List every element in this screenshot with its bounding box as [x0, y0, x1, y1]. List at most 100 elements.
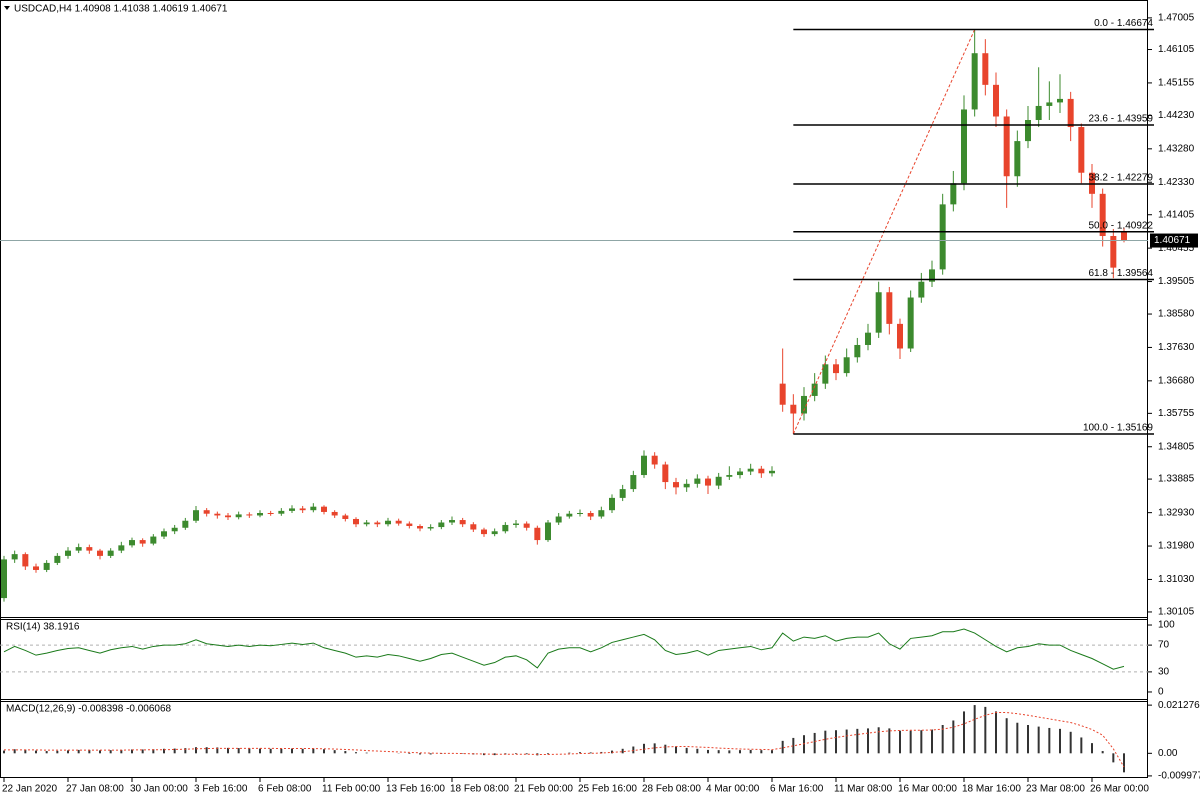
candle-body [726, 475, 733, 477]
y-tick-label: 0.00 [1158, 748, 1178, 759]
candle-body [641, 455, 647, 476]
candle-body [555, 516, 562, 523]
candle-body [395, 520, 402, 524]
candle-body [470, 524, 477, 530]
fibo-label: 38.2 - 1.42279 [1089, 173, 1154, 184]
candle-body [1003, 116, 1010, 177]
x-tick-label: 4 Mar 00:00 [706, 784, 760, 795]
candle-body [363, 522, 370, 525]
menu-arrow [4, 6, 10, 10]
chart-title: USDCAD,H4 1.40908 1.41038 1.40619 1.4067… [14, 4, 228, 15]
candle-body [609, 497, 615, 511]
candle-body [459, 520, 466, 525]
candle-body [523, 523, 530, 528]
y-tick-label: -0.009977 [1158, 771, 1200, 782]
fibo-label: 100.0 - 1.35169 [1083, 423, 1153, 434]
x-tick-label: 3 Feb 16:00 [194, 784, 248, 795]
candle-body [513, 523, 519, 525]
candle-body [1046, 102, 1053, 106]
candle-body [1121, 232, 1127, 241]
y-tick-label: 70 [1158, 640, 1170, 651]
x-tick-label: 16 Mar 00:00 [898, 784, 957, 795]
candle-body [385, 520, 391, 525]
candle-body [971, 53, 978, 110]
candle-body [662, 464, 669, 483]
candle-body [779, 383, 786, 405]
candle-body [534, 527, 541, 541]
candle-body [747, 468, 754, 472]
y-tick-label: 1.32930 [1158, 507, 1195, 518]
candle-body [886, 292, 893, 324]
price-label: 1.40671 [1154, 235, 1191, 246]
candle-body [438, 522, 445, 528]
x-tick-label: 28 Feb 08:00 [642, 784, 701, 795]
candle-body [630, 475, 637, 490]
y-tick-label: 1.41405 [1158, 209, 1195, 220]
candle-body [427, 527, 434, 529]
candle-body [865, 332, 871, 345]
x-tick-label: 6 Mar 16:00 [770, 784, 824, 795]
x-tick-label: 26 Mar 00:00 [1090, 784, 1149, 795]
candle-body [118, 545, 125, 551]
candle-body [769, 470, 775, 474]
candle-body [331, 511, 338, 516]
candle-body [374, 522, 381, 525]
candle-body [171, 527, 178, 532]
y-tick-label: 1.46105 [1158, 44, 1195, 55]
y-tick-label: 1.33885 [1158, 474, 1195, 485]
candle-body [897, 323, 903, 349]
y-tick-label: 1.37630 [1158, 342, 1195, 353]
candle-body [33, 566, 39, 570]
candle-body [545, 522, 551, 541]
candle-body [993, 84, 999, 117]
y-tick-label: 0.021276 [1158, 700, 1200, 711]
x-tick-label: 13 Feb 16:00 [386, 784, 445, 795]
candle-body [1035, 105, 1042, 121]
candle-body [737, 471, 743, 476]
y-tick-label: 100 [1158, 620, 1175, 631]
candle-body [54, 555, 61, 563]
macd-signal [4, 712, 1125, 768]
y-tick-label: 1.36680 [1158, 375, 1195, 386]
candle-body [811, 383, 818, 396]
candle-body [694, 478, 701, 484]
candle-body [406, 523, 413, 527]
candle-body [822, 364, 829, 384]
x-tick-label: 21 Feb 00:00 [514, 784, 573, 795]
candle-body [299, 508, 306, 511]
candle-body [86, 547, 93, 551]
x-tick-label: 23 Mar 08:00 [1026, 784, 1085, 795]
y-tick-label: 1.30105 [1158, 607, 1195, 618]
candle-body [577, 513, 583, 515]
candle-body [715, 476, 722, 486]
candle-body [65, 550, 71, 556]
candle-body [1099, 193, 1106, 237]
price-box [1150, 233, 1198, 248]
x-tick-label: 25 Feb 16:00 [578, 784, 637, 795]
x-tick-label: 18 Feb 08:00 [450, 784, 509, 795]
candle-body [1014, 141, 1021, 177]
candle-body [75, 547, 82, 551]
candle-body [214, 513, 221, 516]
candle-body [801, 395, 807, 414]
candle-body [417, 526, 423, 529]
macd-label: MACD(12,26,9) -0.008398 -0.006068 [6, 704, 172, 715]
y-tick-label: 1.42330 [1158, 177, 1195, 188]
candle-body [97, 550, 103, 556]
candle-body [982, 53, 989, 85]
candle-body [587, 513, 594, 517]
candle-body [790, 404, 797, 414]
y-tick-label: 1.38580 [1158, 309, 1195, 320]
fibo-label: 23.6 - 1.43959 [1089, 114, 1154, 125]
candle-body [193, 510, 199, 521]
candle-body [203, 510, 210, 514]
candle-body [1057, 98, 1063, 103]
candle-body [449, 520, 455, 523]
candle-body [225, 515, 231, 518]
candle-body [22, 554, 29, 567]
candle-body [939, 204, 946, 270]
candle-body [342, 515, 349, 519]
y-tick-label: 1.43280 [1158, 143, 1195, 154]
x-tick-label: 11 Mar 08:00 [834, 784, 893, 795]
candle-body [854, 344, 861, 358]
